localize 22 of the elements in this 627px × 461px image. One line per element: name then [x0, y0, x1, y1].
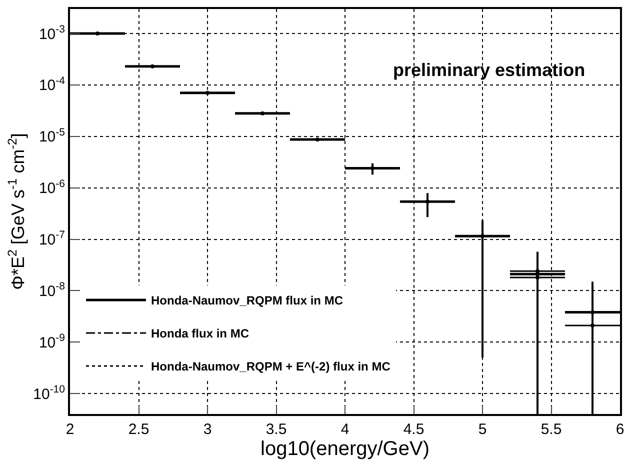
- y-tick-label: 10$^{-7}$: [38, 229, 66, 248]
- y-tick-label: 10$^{-6}$: [38, 178, 66, 198]
- legend-label: Honda-Naumov_RQPM + E^(-2) flux in MC: [151, 360, 391, 374]
- x-tick-label: 3: [203, 421, 212, 438]
- y-tick-label: 10$^{-4}$: [38, 74, 66, 94]
- x-axis-title: log10(energy/GeV): [260, 438, 430, 460]
- x-tick-label: 6: [616, 421, 624, 438]
- y-tick-label: 10$^{-3}$: [38, 23, 66, 43]
- legend-label: Honda flux in MC: [151, 326, 250, 341]
- x-tick-label: 2.5: [128, 421, 150, 438]
- x-tick-label: 5: [478, 421, 487, 438]
- y-tick-label: 10$^{-5}$: [38, 126, 66, 146]
- x-tick-label: 4.5: [403, 421, 424, 438]
- y-tick-label: 10$^{-9}$: [38, 332, 66, 352]
- y-tick-label: 10$^{-8}$: [38, 280, 66, 300]
- legend-label: Honda-Naumov_RQPM flux in MC: [151, 294, 344, 308]
- x-tick-label: 3.5: [266, 421, 287, 438]
- annotation: preliminary estimation: [393, 60, 586, 80]
- x-tick-label: 5.5: [540, 421, 562, 438]
- x-tick-label: 4: [340, 421, 350, 438]
- x-tick-label: 2: [66, 421, 74, 438]
- y-tick-label: 10$^{-10}$: [33, 383, 66, 403]
